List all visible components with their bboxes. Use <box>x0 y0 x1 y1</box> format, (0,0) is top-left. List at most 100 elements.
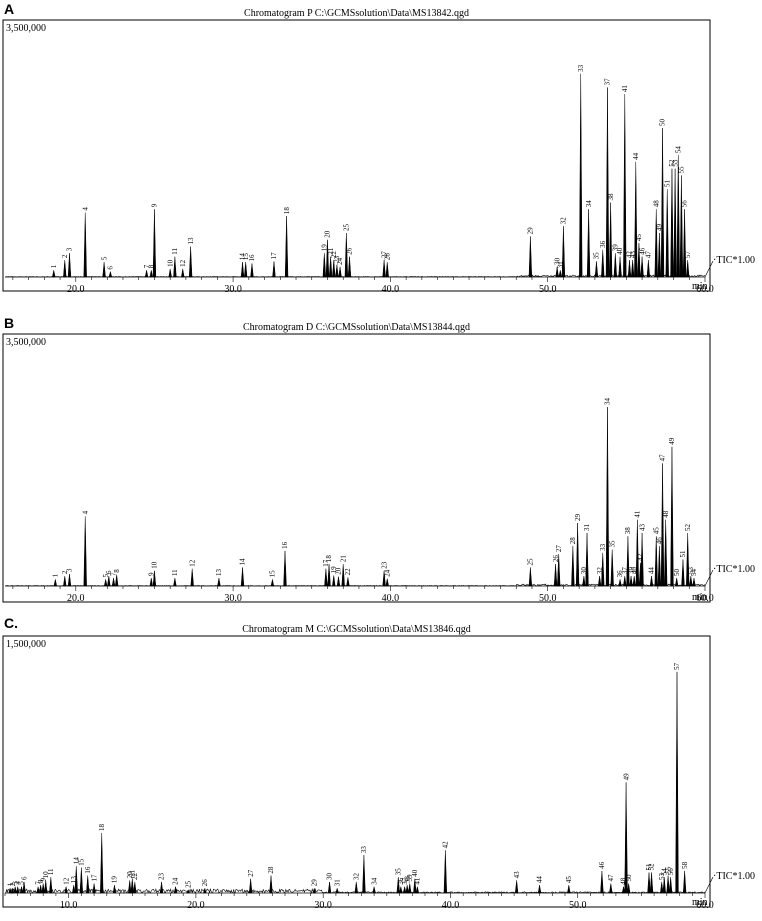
peak-label: 14 <box>72 857 80 865</box>
peak-mark <box>341 564 345 587</box>
peak-label: 5 <box>100 256 108 260</box>
chromatogram-title: Chromatogram P C:\GCMSsolution\Data\MS13… <box>244 8 469 19</box>
peak-mark <box>272 261 276 278</box>
x-tick-label: 30.0 <box>224 284 242 295</box>
peak-mark <box>52 270 56 278</box>
peak-label: 4 <box>81 510 89 514</box>
peak-mark <box>67 253 72 278</box>
peak-label: 12 <box>188 559 196 567</box>
peak-label: 8 <box>37 879 45 883</box>
peak-label: 30 <box>580 567 588 575</box>
x-tick-label: 60.0 <box>696 284 714 295</box>
peak-label: 31 <box>556 261 564 269</box>
peak-label: 54 <box>660 868 668 876</box>
peak-mark <box>635 519 640 587</box>
x-tick-label: 50.0 <box>539 284 557 295</box>
peak-label: 23 <box>333 255 341 263</box>
peak-mark <box>682 209 687 278</box>
peak-label: 36 <box>599 240 607 248</box>
peak-mark <box>8 887 12 894</box>
peak-mark <box>269 875 273 894</box>
peak-mark <box>354 881 358 894</box>
peak-mark <box>660 463 665 587</box>
peak-label: 17 <box>270 252 278 260</box>
peak-label: 21 <box>339 555 347 563</box>
peak-mark <box>332 260 336 278</box>
peak-label: 55 <box>678 166 686 174</box>
peak-mark <box>347 256 352 278</box>
peak-label: 16 <box>248 254 256 262</box>
peak-label: 11 <box>47 868 55 875</box>
peak-label: 31 <box>583 523 591 531</box>
peak-label: 9 <box>39 878 47 882</box>
peak-label: 11 <box>171 247 179 254</box>
peak-mark <box>335 264 339 278</box>
peak-mark <box>600 870 604 894</box>
peak-label: 1 <box>50 264 58 268</box>
peak-label: 1 <box>52 573 60 577</box>
peak-label: 25 <box>343 223 351 231</box>
peak-label: 19 <box>111 876 119 884</box>
peak-mark <box>689 576 693 587</box>
peak-mark <box>675 671 679 894</box>
peak-mark <box>666 875 670 894</box>
tic-label: ·TIC*1.00 <box>713 564 755 575</box>
peak-mark <box>557 554 561 587</box>
peak-label: 53 <box>671 159 679 167</box>
peak-label: 3 <box>11 881 19 885</box>
tic-leader <box>704 569 714 587</box>
peak-mark <box>610 549 614 587</box>
peak-label: 51 <box>645 863 653 871</box>
peak-label: 41 <box>634 510 642 518</box>
peak-label: 12 <box>179 259 187 267</box>
plot-frame <box>2 333 711 603</box>
plot-frame <box>2 635 711 908</box>
panel-letter: C. <box>4 615 18 631</box>
peak-label: 15 <box>78 858 86 866</box>
peak-label: 36 <box>616 570 624 578</box>
peak-label: 35 <box>608 540 616 548</box>
peak-label: 51 <box>663 179 671 187</box>
peak-label: 14 <box>239 558 247 566</box>
peak-mark <box>686 532 690 587</box>
chromatogram-panel-1: A Chromatogram P C:\GCMSsolution\Data\MS1… <box>2 1 755 295</box>
tic-label: ·TIC*1.00 <box>713 871 755 882</box>
peak-mark <box>186 889 191 894</box>
peak-mark <box>605 87 610 278</box>
peak-label: 10 <box>166 259 174 267</box>
peak-mark <box>402 886 407 894</box>
peak-mark <box>335 887 339 894</box>
peak-mark <box>53 579 58 587</box>
peak-label: 40 <box>630 567 638 575</box>
peak-mark <box>385 262 389 278</box>
peak-label: 25 <box>184 880 192 888</box>
peak-label: 22 <box>131 872 139 880</box>
peak-label: 24 <box>383 569 391 577</box>
peak-mark <box>649 576 654 587</box>
peak-mark <box>649 872 654 894</box>
x-tick-label: 10.0 <box>60 900 78 911</box>
peak-label: 19 <box>321 244 329 252</box>
x-tick-label: 20.0 <box>67 593 85 604</box>
peak-label: 9 <box>151 203 159 207</box>
peak-mark <box>686 260 690 278</box>
peak-mark <box>679 175 684 278</box>
peak-mark <box>553 564 558 587</box>
peak-mark <box>108 270 113 278</box>
peak-mark <box>382 570 386 587</box>
peak-mark <box>111 578 116 587</box>
peak-label: 56 <box>667 868 675 876</box>
peak-mark <box>325 239 330 278</box>
peak-mark <box>102 262 106 278</box>
peak-mark <box>92 883 96 894</box>
peak-label: 43 <box>513 871 521 879</box>
peak-label: 34 <box>604 398 612 406</box>
peak-label: 40 <box>411 869 419 877</box>
peak-mark <box>618 579 622 587</box>
peak-label: 29 <box>574 514 582 522</box>
peak-label: 35 <box>593 252 601 260</box>
peak-label: 45 <box>635 234 643 242</box>
peak-mark <box>336 576 341 587</box>
peak-mark <box>270 579 275 587</box>
peak-mark <box>173 578 177 587</box>
